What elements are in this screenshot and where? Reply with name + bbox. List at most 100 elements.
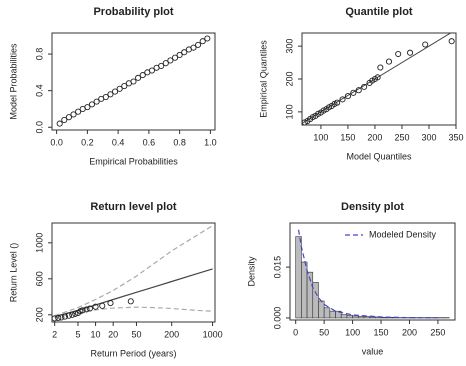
x-axis-label: value — [362, 346, 384, 356]
x-tick-label: 1000 — [203, 329, 223, 339]
x-tick-label: 350 — [448, 132, 463, 142]
point — [72, 310, 79, 317]
point — [69, 311, 76, 318]
point — [55, 314, 62, 322]
x-tick-label: 20 — [108, 329, 118, 339]
x-tick-label: 5 — [75, 329, 80, 339]
point — [65, 312, 72, 319]
chart-title: Probability plot — [93, 6, 173, 18]
y-tick-label: 0.015 — [272, 256, 282, 279]
point — [176, 51, 183, 59]
point — [385, 58, 393, 65]
point — [190, 44, 197, 51]
point — [448, 38, 455, 45]
plot-frame — [301, 32, 457, 126]
point — [344, 93, 351, 100]
x-axis-label: Return Period (years) — [90, 348, 176, 358]
plot-frame — [51, 32, 216, 131]
point — [61, 116, 68, 123]
line — [54, 306, 213, 319]
bar — [312, 282, 319, 319]
point — [92, 303, 99, 310]
bar — [352, 315, 359, 319]
y-tick-label: 200 — [284, 71, 294, 86]
point — [334, 99, 341, 106]
point — [102, 94, 109, 101]
bar — [357, 315, 365, 319]
point — [65, 114, 72, 121]
point — [171, 54, 179, 61]
point — [70, 111, 77, 118]
x-tick-label: 200 — [367, 132, 382, 142]
chart-title: Return level plot — [90, 201, 177, 213]
point — [93, 98, 100, 105]
x-tick-label: 50 — [319, 327, 329, 337]
point — [86, 305, 93, 312]
point — [361, 83, 368, 90]
point — [199, 38, 206, 45]
point — [167, 57, 174, 64]
point — [158, 62, 165, 69]
point — [58, 314, 65, 321]
bar — [346, 314, 353, 319]
point — [75, 108, 82, 115]
x-tick-label: 200 — [402, 327, 417, 337]
point — [195, 41, 202, 48]
line — [54, 225, 213, 317]
point — [111, 88, 119, 95]
x-tick-label: 300 — [421, 132, 436, 142]
point — [88, 101, 96, 108]
point — [83, 306, 90, 313]
point — [162, 60, 169, 67]
line — [297, 229, 438, 319]
x-tick-label: 1.0 — [204, 137, 217, 147]
plot-frame — [51, 222, 216, 323]
y-axis-label: Empirical Quantiles — [258, 40, 268, 118]
point — [56, 120, 63, 127]
x-tick-label: 0.0 — [50, 137, 63, 147]
x-tick-label: 0.4 — [112, 137, 125, 147]
point — [107, 91, 114, 98]
point — [395, 50, 402, 58]
x-axis-label: Empirical Probabilities — [89, 156, 178, 166]
point — [350, 89, 357, 96]
x-axis-label: Model Quantiles — [346, 151, 412, 161]
bar — [340, 314, 348, 319]
bar — [329, 310, 336, 319]
point — [61, 313, 69, 320]
point — [407, 49, 414, 56]
x-tick-label: 200 — [164, 329, 179, 339]
point — [116, 85, 123, 92]
y-axis-label: Density — [246, 256, 256, 287]
y-tick-label: 1000 — [34, 233, 44, 253]
point — [130, 78, 137, 85]
bar — [363, 316, 370, 319]
point — [148, 67, 156, 74]
point — [374, 74, 381, 81]
y-tick-label: 200 — [34, 307, 44, 322]
point — [79, 307, 86, 314]
x-tick-label: 150 — [340, 132, 355, 142]
y-tick-label: 100 — [284, 104, 294, 119]
chart-title: Density plot — [341, 201, 404, 213]
point — [121, 83, 128, 90]
x-tick-label: 2 — [52, 329, 57, 339]
plot-area — [302, 33, 455, 125]
bar — [318, 300, 325, 319]
bar — [301, 261, 308, 319]
y-axis-label: Return Level () — [8, 243, 18, 303]
point — [107, 300, 114, 307]
chart-title: Quantile plot — [345, 6, 413, 18]
point — [181, 49, 188, 56]
x-tick-label: 10 — [91, 329, 101, 339]
panel: Probability plot Empirical Probabilities M… — [8, 6, 216, 166]
y-tick-label: 0.8 — [34, 48, 44, 61]
plot-area — [52, 225, 213, 322]
x-tick-label: 0.8 — [173, 137, 186, 147]
panel: Density plot value Density 0 50 100 150 200 250 0… — [246, 201, 456, 356]
bar — [295, 236, 302, 319]
plot-frame — [289, 222, 456, 321]
x-tick-label: 100 — [313, 132, 328, 142]
point — [99, 302, 106, 309]
